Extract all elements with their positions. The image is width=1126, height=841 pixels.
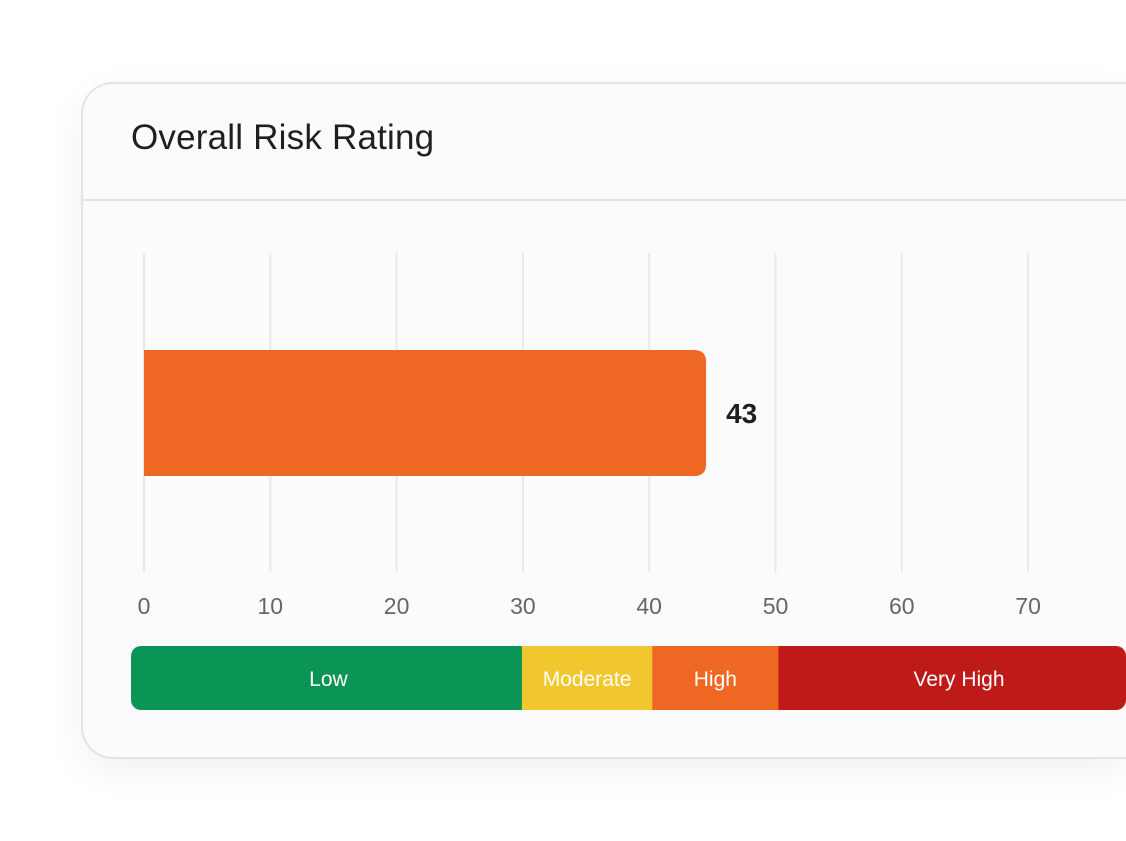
risk-band-label: Low: [309, 668, 348, 691]
x-tick-label: 40: [636, 593, 662, 619]
x-tick-label: 70: [1015, 593, 1041, 619]
x-tick-label: 0: [138, 593, 151, 619]
x-tick-label: 60: [889, 593, 915, 619]
risk-band-moderate: [521, 646, 653, 710]
risk-band-label: Very High: [913, 668, 1004, 691]
risk-scale-legend: Low Moderate High Very High: [131, 646, 1126, 710]
risk-band-label: Moderate: [543, 668, 632, 691]
x-tick-label: 50: [763, 593, 789, 619]
card-title: Overall Risk Rating: [131, 118, 435, 157]
header-divider: [82, 199, 1126, 201]
risk-band-label: High: [694, 668, 737, 691]
x-tick-label: 20: [384, 593, 410, 619]
risk-band-high: [652, 646, 779, 710]
risk-score-bar: [144, 350, 707, 476]
risk-band-low: [131, 646, 526, 710]
risk-band-very-high: [778, 646, 1126, 710]
x-tick-label: 10: [258, 593, 284, 619]
risk-score-label: 43: [726, 398, 757, 429]
x-tick-label: 30: [510, 593, 536, 619]
